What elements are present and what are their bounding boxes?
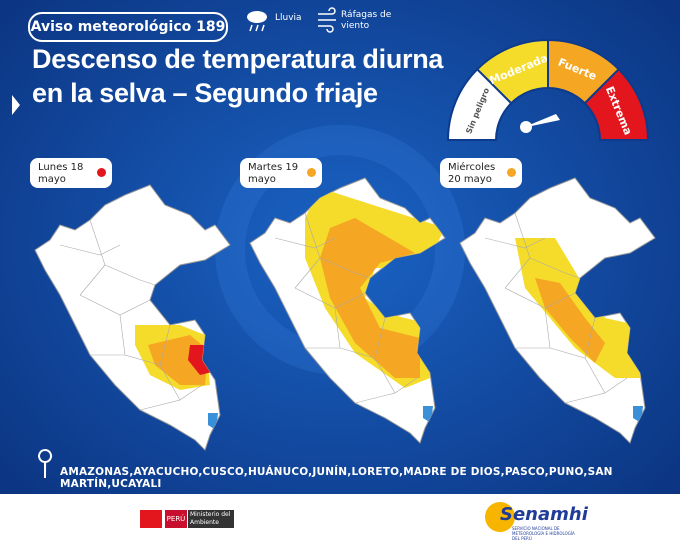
day-card: Lunes 18 mayo — [30, 158, 112, 188]
zone-strong — [320, 218, 420, 378]
sun-logo — [485, 502, 515, 532]
footer: PERÚ Ministerio del Ambiente Senamhi SER… — [0, 494, 680, 543]
country-label: PERÚ — [165, 510, 187, 528]
regions: AMAZONAS,AYACUCHO,CUSCO,HUÁNUCO,JUNÍN,LO… — [60, 466, 613, 490]
shield — [140, 510, 162, 528]
day-card: Martes 19 mayo — [240, 158, 322, 188]
gauge-segment — [583, 67, 650, 141]
brand: Senamhi — [500, 504, 588, 525]
wind-icon — [318, 7, 336, 33]
badge-number: 189 — [196, 19, 226, 35]
headline: Descenso de temperatura diurna en la sel… — [32, 44, 444, 108]
map-day-3 — [459, 177, 656, 444]
legend-wind: Ráfagas de viento — [341, 10, 392, 31]
badge-title: Aviso meteorológico — [30, 19, 192, 35]
warning-badge: Aviso meteorológico 189 — [28, 12, 228, 42]
level-dot — [97, 168, 106, 177]
pin-icon — [38, 449, 53, 479]
brand-subtitle: SERVICIO NACIONAL DE METEOROLOGÍA E HIDR… — [512, 526, 575, 541]
level-dot — [507, 168, 516, 177]
zone-strong — [535, 278, 605, 363]
gauge-pivot — [520, 121, 532, 133]
gauge-needle — [522, 114, 560, 128]
day-label: Martes 19 mayo — [248, 162, 299, 185]
rain-icon — [247, 11, 267, 32]
level-dot — [307, 168, 316, 177]
day-label: Lunes 18 mayo — [38, 162, 84, 185]
legend-rain: Lluvia — [275, 13, 302, 23]
day-label: Miércoles 20 mayo — [448, 162, 496, 185]
ministry-label: Ministerio del Ambiente — [188, 510, 234, 528]
zone-moderate — [515, 238, 650, 378]
arrow-decoration — [12, 95, 20, 115]
day-card: Miércoles 20 mayo — [440, 158, 522, 188]
